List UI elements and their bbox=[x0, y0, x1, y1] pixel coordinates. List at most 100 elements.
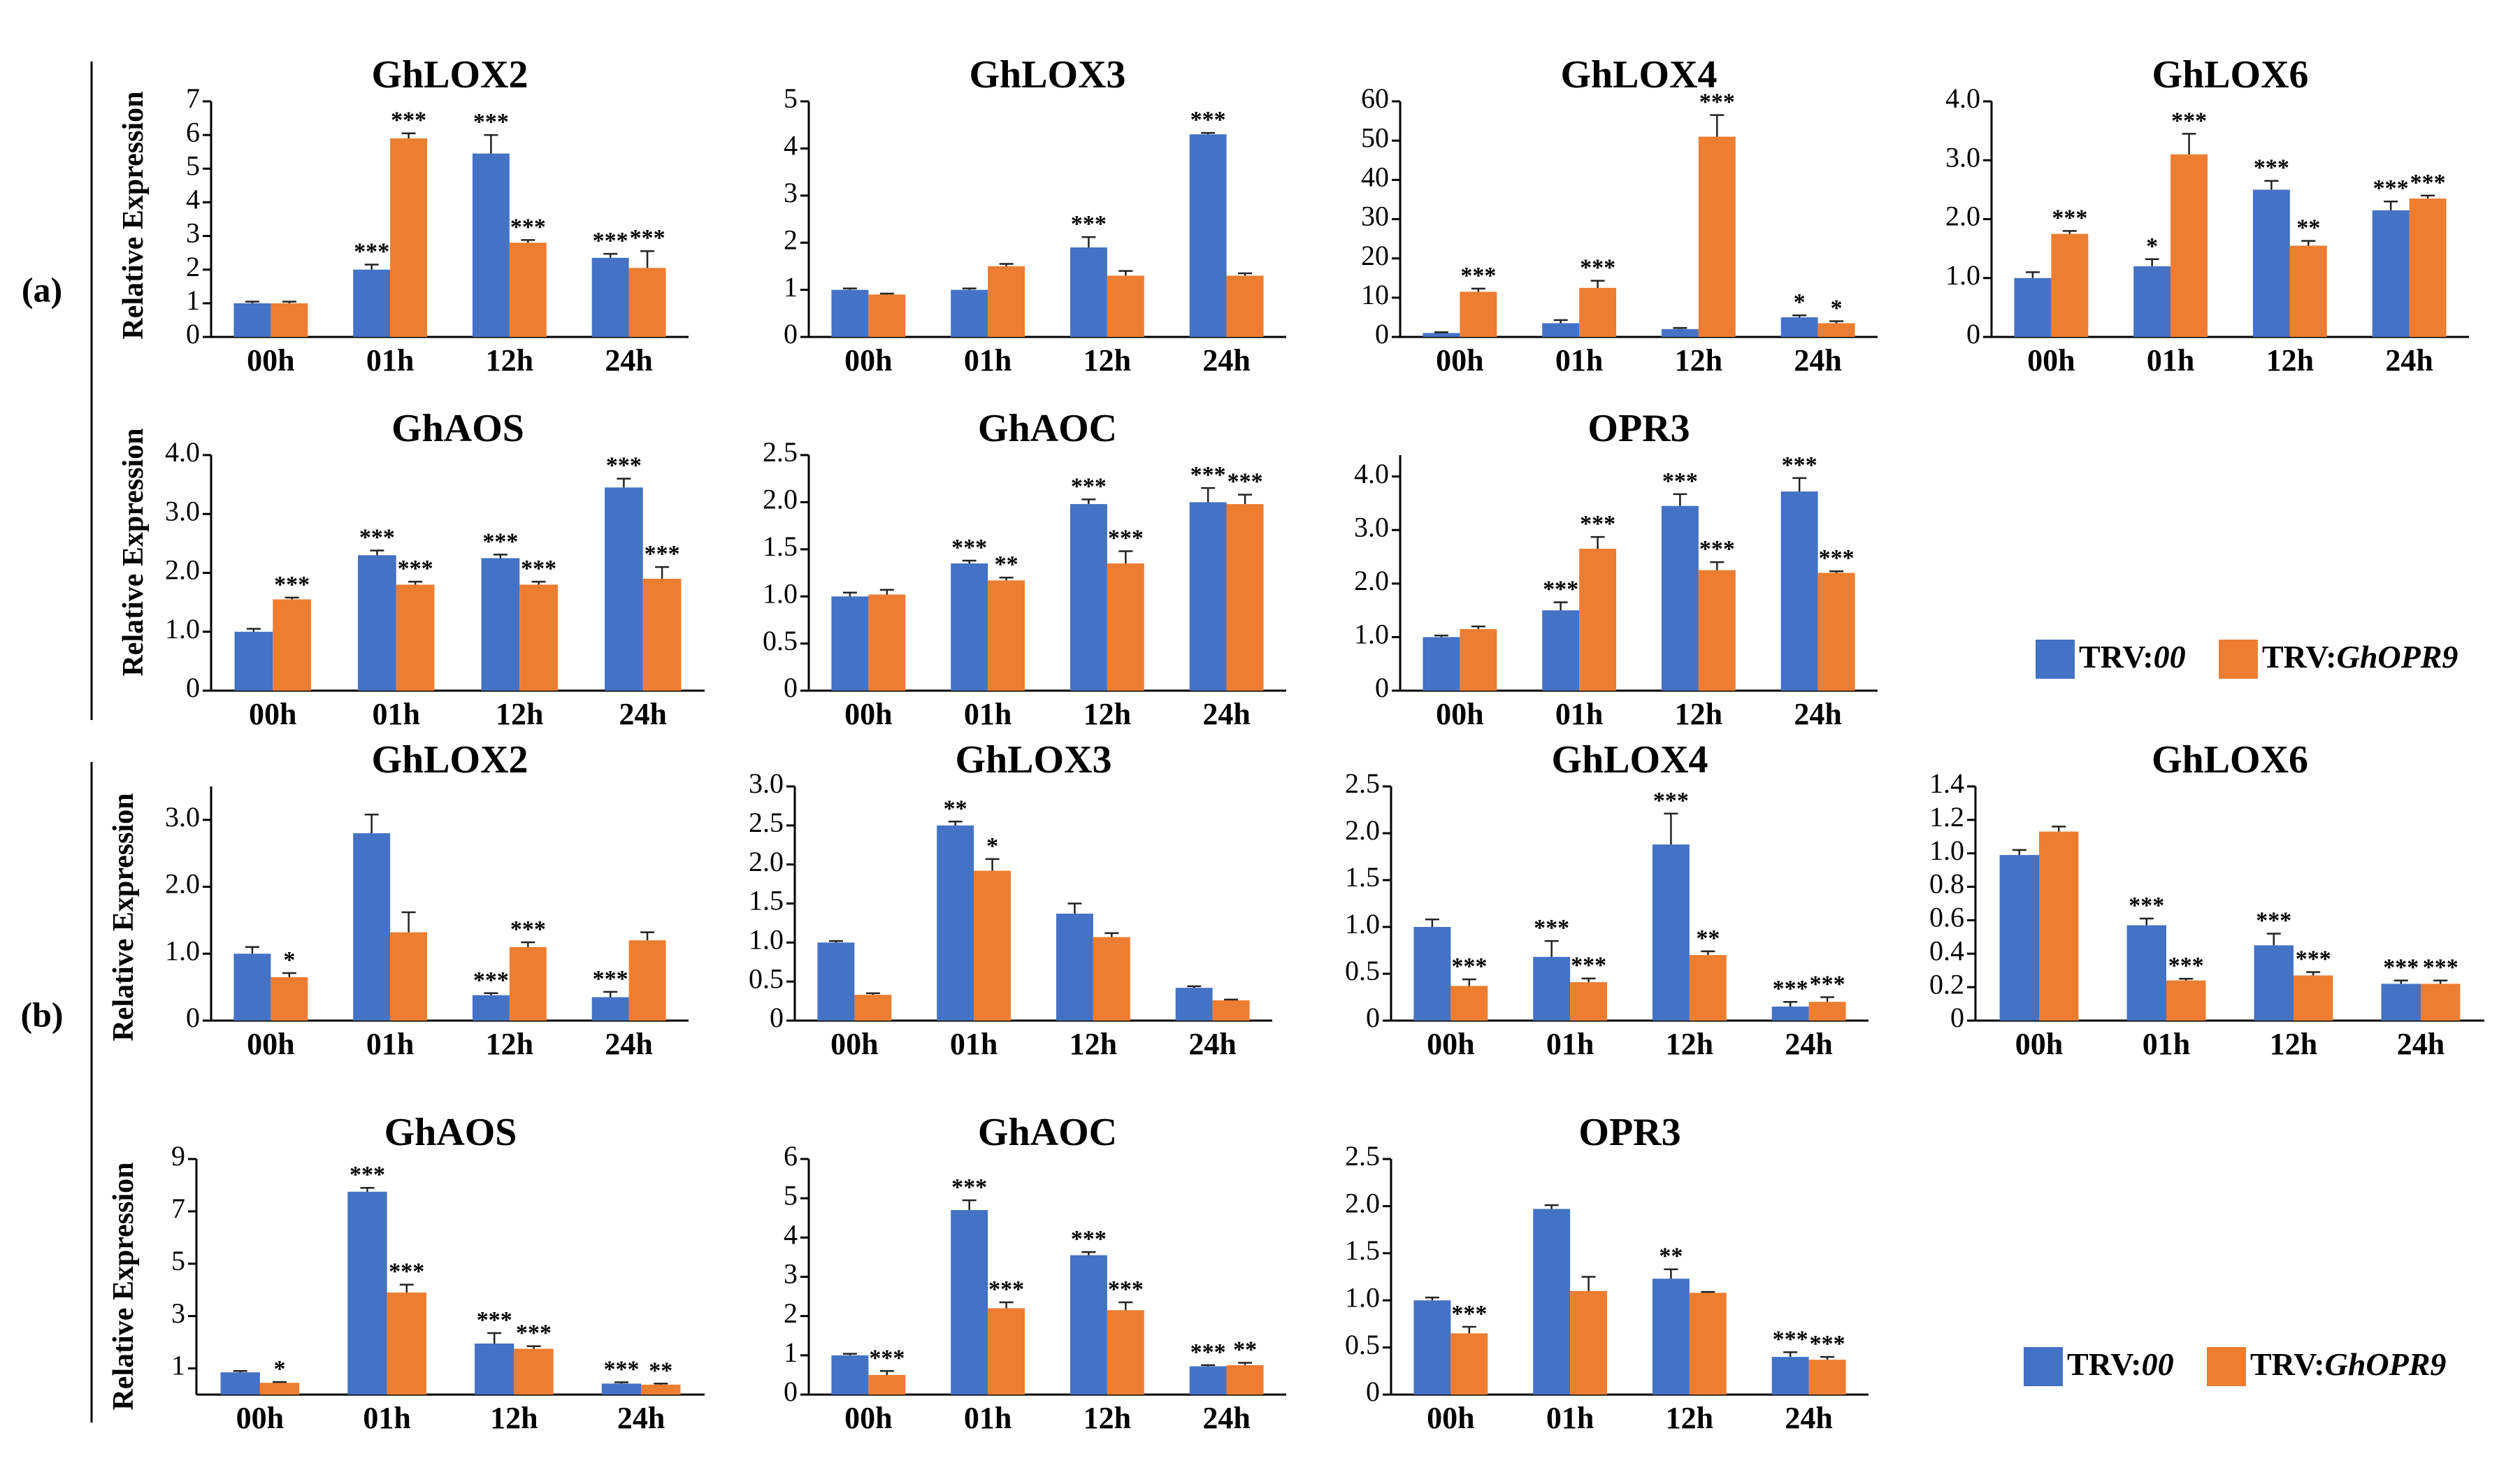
y-tick-label: 0 bbox=[1366, 1376, 1380, 1407]
x-tick-label: 24h bbox=[1785, 1401, 1832, 1435]
significance-label: *** bbox=[2254, 155, 2289, 181]
bar-trvghopr9 bbox=[1107, 275, 1144, 337]
y-tick-label: 0.5 bbox=[1345, 955, 1380, 986]
significance-label: *** bbox=[1451, 953, 1487, 979]
chart-title: OPR3 bbox=[1578, 1111, 1680, 1154]
bar-trvghopr9 bbox=[271, 303, 308, 337]
significance-label: *** bbox=[630, 225, 665, 251]
x-tick-label: 01h bbox=[964, 343, 1011, 377]
significance-label: * bbox=[274, 1356, 286, 1382]
legend-swatch-trv00 bbox=[2024, 1347, 2063, 1386]
bar-trvghopr9 bbox=[2421, 984, 2461, 1021]
y-tick-label: 1.0 bbox=[1345, 908, 1380, 940]
significance-label: *** bbox=[1190, 1339, 1226, 1365]
significance-label: *** bbox=[274, 572, 310, 598]
y-tick-label: 1.0 bbox=[165, 935, 200, 966]
bar-trv00 bbox=[1542, 323, 1580, 337]
bar-trv00 bbox=[591, 997, 629, 1021]
y-tick-label: 0.5 bbox=[749, 963, 784, 994]
chart-title: GhAOS bbox=[384, 1111, 517, 1154]
bar-trv00 bbox=[1189, 134, 1227, 337]
x-tick-label: 24h bbox=[1202, 1401, 1250, 1435]
y-tick-label: 1.0 bbox=[165, 613, 200, 645]
x-tick-label: 12h bbox=[1675, 697, 1722, 731]
chart-title: GhLOX2 bbox=[371, 738, 528, 782]
bar-trvghopr9 bbox=[390, 138, 428, 337]
bar-trv00 bbox=[1533, 956, 1571, 1021]
significance-label: * bbox=[1794, 289, 1806, 315]
legend-swatch-trvghopr9 bbox=[2207, 1347, 2246, 1386]
x-tick-label: 00h bbox=[1436, 697, 1483, 731]
x-tick-label: 00h bbox=[844, 1401, 892, 1435]
chart-a-aoc: GhAOC00.51.01.52.02.500h*****01h******12… bbox=[763, 407, 1286, 731]
significance-label: *** bbox=[2129, 893, 2164, 919]
y-tick-label: 1.0 bbox=[1345, 1281, 1380, 1313]
x-tick-label: 01h bbox=[964, 697, 1011, 731]
significance-label: *** bbox=[2052, 205, 2087, 231]
y-tick-label: 0 bbox=[784, 1376, 798, 1407]
bar-trv00 bbox=[1056, 914, 1093, 1021]
y-tick-label: 0 bbox=[186, 1002, 200, 1033]
x-tick-label: 12h bbox=[1666, 1401, 1713, 1435]
bar-trvghopr9 bbox=[1689, 955, 1727, 1021]
bar-trvghopr9 bbox=[641, 1384, 681, 1395]
legends-container: TRV:00 TRV:GhOPR9 TRV:00 TRV:GhOPR9 bbox=[2024, 639, 2458, 1386]
bar-trvghopr9 bbox=[628, 940, 666, 1021]
significance-label: *** bbox=[389, 1259, 424, 1285]
y-tick-label: 1.0 bbox=[749, 924, 784, 956]
significance-label: *** bbox=[2423, 955, 2458, 981]
bar-trv00 bbox=[1175, 988, 1213, 1021]
x-tick-label: 00h bbox=[247, 343, 294, 377]
bar-trvghopr9 bbox=[259, 1383, 300, 1395]
x-tick-label: 00h bbox=[844, 697, 892, 731]
significance-label: ** bbox=[649, 1358, 672, 1383]
bar-trvghopr9 bbox=[1212, 1000, 1250, 1021]
bar-trvghopr9 bbox=[387, 1292, 426, 1395]
y-tick-label: 2.0 bbox=[1945, 201, 1980, 232]
bar-trvghopr9 bbox=[868, 1374, 906, 1395]
chart-title: OPR3 bbox=[1587, 407, 1690, 450]
chart-title: GhAOC bbox=[978, 407, 1117, 450]
significance-label: *** bbox=[482, 528, 518, 554]
bar-trv00 bbox=[1070, 504, 1107, 691]
x-tick-label: 00h bbox=[1427, 1401, 1474, 1435]
bar-trvghopr9 bbox=[2409, 199, 2447, 337]
bar-trv00 bbox=[1423, 637, 1460, 691]
significance-label: *** bbox=[1773, 1326, 1808, 1352]
y-tick-label: 0 bbox=[186, 318, 200, 350]
x-tick-label: 01h bbox=[1546, 1401, 1594, 1435]
bar-trv00 bbox=[605, 487, 643, 691]
significance-label: *** bbox=[1580, 255, 1615, 281]
significance-label: ** bbox=[1659, 1244, 1683, 1269]
bar-trv00 bbox=[831, 596, 869, 691]
y-tick-label: 3.0 bbox=[1354, 511, 1389, 542]
bar-trvghopr9 bbox=[988, 1308, 1025, 1395]
x-tick-label: 12h bbox=[1083, 1401, 1131, 1435]
significance-label: *** bbox=[2296, 947, 2331, 972]
significance-label: *** bbox=[2171, 108, 2207, 134]
significance-label: *** bbox=[521, 556, 556, 582]
significance-label: * bbox=[986, 833, 998, 859]
significance-label: *** bbox=[1571, 953, 1606, 979]
bar-trvghopr9 bbox=[2294, 975, 2333, 1021]
bar-trvghopr9 bbox=[2039, 831, 2079, 1021]
bar-trv00 bbox=[1413, 927, 1451, 1021]
bar-trv00 bbox=[951, 1210, 988, 1395]
y-tick-label: 2 bbox=[784, 224, 798, 255]
y-tick-label: 6 bbox=[784, 1140, 798, 1172]
bar-trvghopr9 bbox=[1460, 628, 1497, 691]
y-tick-label: 2.5 bbox=[749, 807, 784, 838]
bar-trv00 bbox=[1771, 1006, 1809, 1021]
y-tick-label: 2.0 bbox=[749, 846, 784, 877]
bar-trv00 bbox=[481, 558, 520, 691]
bar-trv00 bbox=[1533, 1209, 1571, 1395]
significance-label: *** bbox=[1773, 976, 1808, 1002]
significance-label: *** bbox=[1543, 577, 1578, 603]
significance-label: *** bbox=[1580, 511, 1615, 537]
y-tick-label: 3 bbox=[171, 1297, 185, 1329]
bar-trvghopr9 bbox=[396, 584, 435, 691]
significance-label: *** bbox=[1534, 915, 1569, 941]
significance-label: * bbox=[283, 947, 295, 973]
significance-label: ** bbox=[944, 796, 967, 821]
